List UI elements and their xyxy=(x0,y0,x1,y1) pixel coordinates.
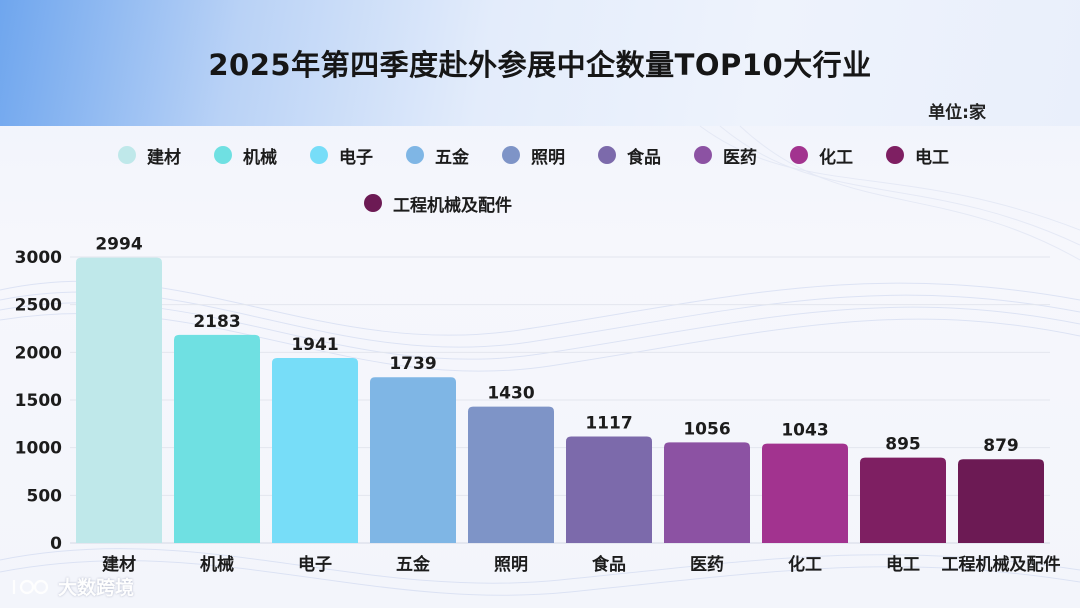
data-label: 1941 xyxy=(291,335,338,355)
legend-dot xyxy=(790,146,808,164)
legend-row-1: 建材 机械 电子 五金 照明 食品 医药 化工 电工 xyxy=(118,140,998,170)
x-tick-label: 五金 xyxy=(396,554,431,575)
legend-item-jiancai[interactable]: 建材 xyxy=(118,143,181,168)
legend-item-wujin[interactable]: 五金 xyxy=(406,143,469,168)
legend-dot xyxy=(118,146,136,164)
legend: 建材 机械 电子 五金 照明 食品 医药 化工 电工 工程机械及配件 xyxy=(118,140,998,218)
legend-dot xyxy=(502,146,520,164)
x-tick-label: 电子 xyxy=(298,554,332,575)
legend-item-diangong[interactable]: 电工 xyxy=(886,143,949,168)
x-tick-label: 建材 xyxy=(102,554,136,575)
legend-label: 电子 xyxy=(339,147,373,168)
legend-label: 化工 xyxy=(819,147,853,168)
unit-label: 单位:家 xyxy=(928,103,986,123)
watermark-text: 大数跨境 xyxy=(58,577,135,599)
data-label: 879 xyxy=(983,436,1019,456)
legend-item-jixie[interactable]: 机械 xyxy=(214,143,277,168)
data-label: 895 xyxy=(885,435,921,455)
x-tick-label: 化工 xyxy=(788,554,822,575)
legend-item-shipin[interactable]: 食品 xyxy=(598,143,661,168)
legend-dot xyxy=(694,146,712,164)
data-label: 1430 xyxy=(487,384,534,404)
legend-dot xyxy=(886,146,904,164)
chart-title: 2025年第四季度赴外参展中企数量TOP10大行业 xyxy=(208,48,872,82)
bar-7 xyxy=(664,442,750,543)
legend-label: 电工 xyxy=(915,147,949,168)
bar-8 xyxy=(762,443,848,543)
x-tick-label: 机械 xyxy=(200,554,234,575)
legend-dot xyxy=(406,146,424,164)
data-label: 2994 xyxy=(95,235,142,255)
y-tick-label: 1500 xyxy=(15,391,62,411)
legend-label: 食品 xyxy=(627,147,661,168)
y-tick-label: 3000 xyxy=(15,248,62,268)
legend-dot xyxy=(214,146,232,164)
y-tick-label: 500 xyxy=(27,486,63,506)
data-label: 1739 xyxy=(389,354,436,374)
bar-6 xyxy=(566,436,652,543)
bar-3 xyxy=(272,357,358,543)
legend-item-yiyao[interactable]: 医药 xyxy=(694,143,757,168)
bar-1 xyxy=(76,257,162,543)
legend-item-zhaoming[interactable]: 照明 xyxy=(502,143,565,168)
legend-label: 建材 xyxy=(147,147,181,168)
legend-label: 照明 xyxy=(531,147,565,168)
legend-label: 五金 xyxy=(435,147,469,168)
x-tick-label: 照明 xyxy=(494,555,528,575)
legend-dot xyxy=(598,146,616,164)
brand-logo-icon xyxy=(12,579,49,594)
data-label: 1043 xyxy=(781,421,828,441)
legend-item-huagong[interactable]: 化工 xyxy=(790,143,853,168)
header-band xyxy=(0,0,1080,126)
y-tick-label: 1000 xyxy=(15,439,62,459)
y-tick-label: 0 xyxy=(50,534,62,554)
legend-item-gongchengjixie[interactable]: 工程机械及配件 xyxy=(364,191,512,216)
data-label: 1117 xyxy=(585,414,632,434)
bar-2 xyxy=(174,334,260,543)
data-label: 1056 xyxy=(683,419,730,439)
bar-4 xyxy=(370,377,456,543)
y-tick-label: 2000 xyxy=(15,343,62,363)
legend-label: 医药 xyxy=(723,147,757,168)
watermark: 大数跨境 xyxy=(10,573,134,600)
legend-item-dianzi[interactable]: 电子 xyxy=(310,143,373,168)
legend-dot xyxy=(364,194,382,212)
y-tick-label: 2500 xyxy=(15,296,62,316)
x-tick-label: 食品 xyxy=(592,554,626,575)
x-tick-label: 医药 xyxy=(690,554,724,575)
legend-label: 机械 xyxy=(243,147,277,168)
x-tick-label: 工程机械及配件 xyxy=(942,554,1061,575)
data-label: 2183 xyxy=(193,312,240,332)
legend-label: 工程机械及配件 xyxy=(393,195,512,216)
bar-9 xyxy=(860,457,946,543)
legend-row-2: 工程机械及配件 xyxy=(118,188,758,218)
x-tick-label: 电工 xyxy=(886,554,920,575)
legend-dot xyxy=(310,146,328,164)
bar-5 xyxy=(468,406,554,543)
bar-10 xyxy=(958,459,1044,543)
